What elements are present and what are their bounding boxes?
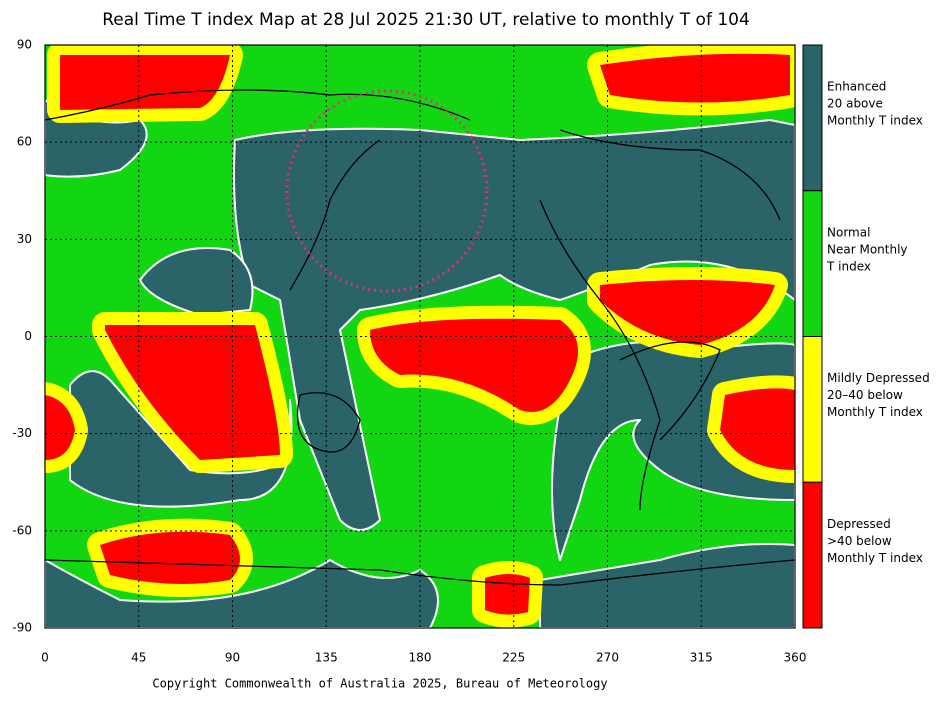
- y-tick-label: 90: [17, 38, 32, 52]
- legend-label: >40 below: [827, 534, 892, 548]
- enhanced-region: [233, 119, 795, 531]
- legend-label: Monthly T index: [827, 405, 923, 419]
- legend-label: Monthly T index: [827, 551, 923, 565]
- y-tick-label: 60: [17, 135, 32, 149]
- enhanced-region: [45, 559, 439, 628]
- legend-label: 20–40 below: [827, 388, 903, 402]
- depressed-region: [45, 45, 795, 628]
- highlight-circle: [285, 89, 489, 293]
- x-tick-label: 360: [784, 651, 807, 665]
- legend-label: 20 above: [827, 97, 883, 111]
- legend-label: Monthly T index: [827, 114, 923, 128]
- coastline: [45, 89, 795, 586]
- copyright: Copyright Commonwealth of Australia 2025…: [152, 677, 607, 691]
- legend-label: Depressed: [827, 517, 891, 531]
- x-tick-label: 180: [409, 651, 432, 665]
- legend-label: Mildly Depressed: [827, 371, 930, 385]
- map-area: [44, 44, 796, 629]
- y-tick-label: -90: [12, 621, 32, 635]
- x-tick-label: 225: [502, 651, 525, 665]
- legend-swatch: [802, 481, 823, 629]
- legend-swatch: [802, 44, 823, 192]
- y-tick-label: 30: [17, 232, 32, 246]
- enhanced-region: [139, 247, 254, 316]
- x-tick-label: 315: [690, 651, 713, 665]
- legend-swatch: [802, 190, 823, 337]
- y-tick-label: -30: [12, 426, 32, 440]
- legend-label: Enhanced: [827, 80, 886, 94]
- x-tick-label: 135: [315, 651, 338, 665]
- legend-label: Near Monthly: [827, 242, 908, 256]
- map-frame: [44, 44, 796, 629]
- legend-label: T index: [826, 259, 871, 273]
- y-tick-label: 0: [24, 329, 32, 343]
- y-tick-label: -60: [12, 523, 32, 537]
- enhanced-region: [539, 543, 795, 628]
- x-tick-label: 270: [596, 651, 619, 665]
- legend-swatch: [802, 336, 823, 483]
- x-tick-label: 45: [131, 651, 146, 665]
- x-tick-label: 0: [41, 651, 49, 665]
- map-title: Real Time T index Map at 28 Jul 2025 21:…: [102, 10, 750, 30]
- x-tick-label: 90: [225, 651, 240, 665]
- legend: Enhanced 20 above Monthly T index Normal Nea…: [802, 44, 930, 629]
- legend-label: Normal: [827, 225, 870, 239]
